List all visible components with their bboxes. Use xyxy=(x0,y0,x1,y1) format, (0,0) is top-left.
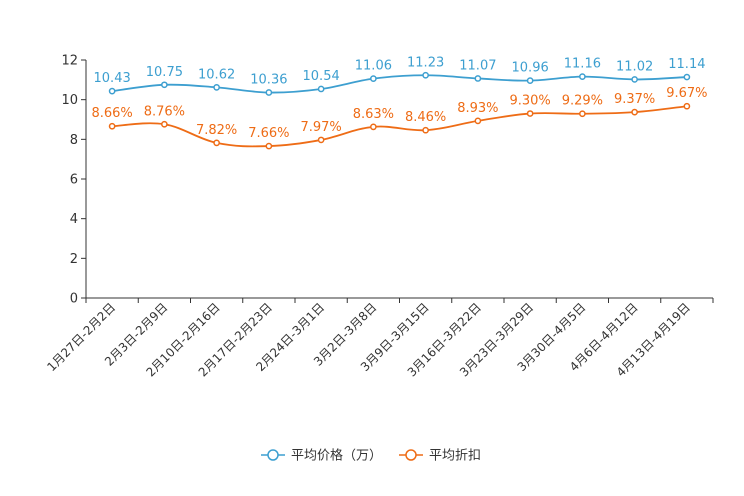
series-2: 8.66% 8.76% 7.82% 7.66% 7.97% 8.63% 8.46% 8.93%… xyxy=(91,86,708,150)
data-label: 7.66% xyxy=(248,126,289,141)
x-axis: 1月27日-2月2日2月3日-2月9日2月10日-2月16日2月17日-2月23… xyxy=(44,297,714,380)
data-point xyxy=(631,76,638,83)
data-point xyxy=(213,84,220,91)
data-point xyxy=(213,139,220,147)
data-point xyxy=(265,89,273,96)
data-label: 9.37% xyxy=(614,92,655,107)
data-label: 9.30% xyxy=(509,94,550,109)
data-label: 10.62 xyxy=(198,67,235,82)
data-label: 8.93% xyxy=(457,101,498,116)
data-label: 7.82% xyxy=(196,123,237,138)
data-label: 11.06 xyxy=(355,59,392,74)
data-label: 10.75 xyxy=(146,65,183,80)
data-label: 9.29% xyxy=(562,94,603,109)
data-point xyxy=(161,120,168,128)
data-label: 10.36 xyxy=(250,73,287,88)
data-label: 11.16 xyxy=(564,57,601,72)
y-tick-label: 4 xyxy=(70,212,78,227)
data-point xyxy=(631,108,638,116)
data-label: 7.97% xyxy=(300,120,341,135)
data-point xyxy=(683,102,691,110)
legend[interactable]: 平均价格（万） 平均折扣 xyxy=(261,448,481,464)
data-point xyxy=(683,73,691,81)
data-label: 10.43 xyxy=(94,71,131,86)
data-label: 10.96 xyxy=(512,61,549,76)
data-point xyxy=(579,73,586,81)
legend-label: 平均折扣 xyxy=(429,449,481,464)
y-tick-label: 6 xyxy=(70,173,78,188)
data-point xyxy=(161,81,168,89)
data-point xyxy=(422,126,429,134)
series-line xyxy=(112,74,687,94)
data-point xyxy=(370,123,377,131)
y-tick-label: 0 xyxy=(70,292,78,307)
data-label: 10.54 xyxy=(303,69,340,84)
data-point xyxy=(317,85,325,93)
data-point xyxy=(317,136,325,144)
data-point xyxy=(108,122,116,130)
data-label: 11.07 xyxy=(459,58,496,73)
data-point xyxy=(108,87,116,95)
y-tick-label: 10 xyxy=(61,93,78,108)
data-label: 11.14 xyxy=(668,57,705,72)
data-point xyxy=(474,117,482,125)
data-point xyxy=(422,71,429,79)
series-1: 10.43 10.75 10.62 10.36 10.54 11.06 11.23 11.07… xyxy=(94,55,705,96)
data-label: 8.63% xyxy=(353,107,394,122)
data-point xyxy=(526,110,534,117)
data-point xyxy=(526,77,534,84)
data-label: 8.66% xyxy=(91,106,132,121)
legend-item-1[interactable]: 平均价格（万） xyxy=(261,448,382,464)
y-tick-label: 12 xyxy=(61,54,78,69)
data-point xyxy=(370,75,377,82)
legend-item-2[interactable]: 平均折扣 xyxy=(399,449,481,464)
data-label: 9.67% xyxy=(666,86,707,101)
data-label: 8.46% xyxy=(405,110,446,125)
data-label: 8.76% xyxy=(144,104,185,119)
series-layer: 10.43 10.75 10.62 10.36 10.54 11.06 11.23 11.07… xyxy=(91,55,708,150)
data-label: 11.23 xyxy=(407,55,444,70)
data-point xyxy=(579,110,586,118)
data-label: 11.02 xyxy=(616,59,653,74)
y-tick-label: 2 xyxy=(70,252,78,267)
series-line xyxy=(112,105,687,148)
y-axis: 0 2 4 6 8 10 12 xyxy=(61,54,87,307)
legend-marker xyxy=(405,449,417,461)
y-tick-label: 8 xyxy=(70,133,78,148)
data-point xyxy=(265,142,273,150)
legend-label: 平均价格（万） xyxy=(291,448,382,464)
legend-marker xyxy=(267,449,279,461)
data-point xyxy=(474,75,482,82)
